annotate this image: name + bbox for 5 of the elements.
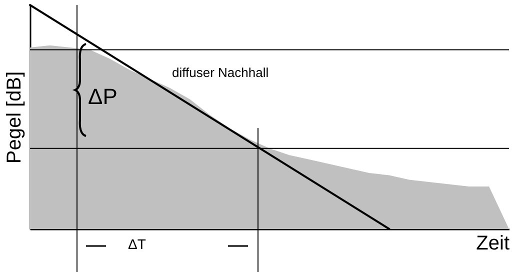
x-axis-title: Zeit: [476, 232, 510, 254]
y-axis-title: Pegel [dB]: [4, 71, 26, 164]
text: ΔT: [128, 236, 146, 252]
annotation: ΔP: [88, 84, 118, 109]
annotation: diffuser Nachhall: [172, 65, 269, 80]
